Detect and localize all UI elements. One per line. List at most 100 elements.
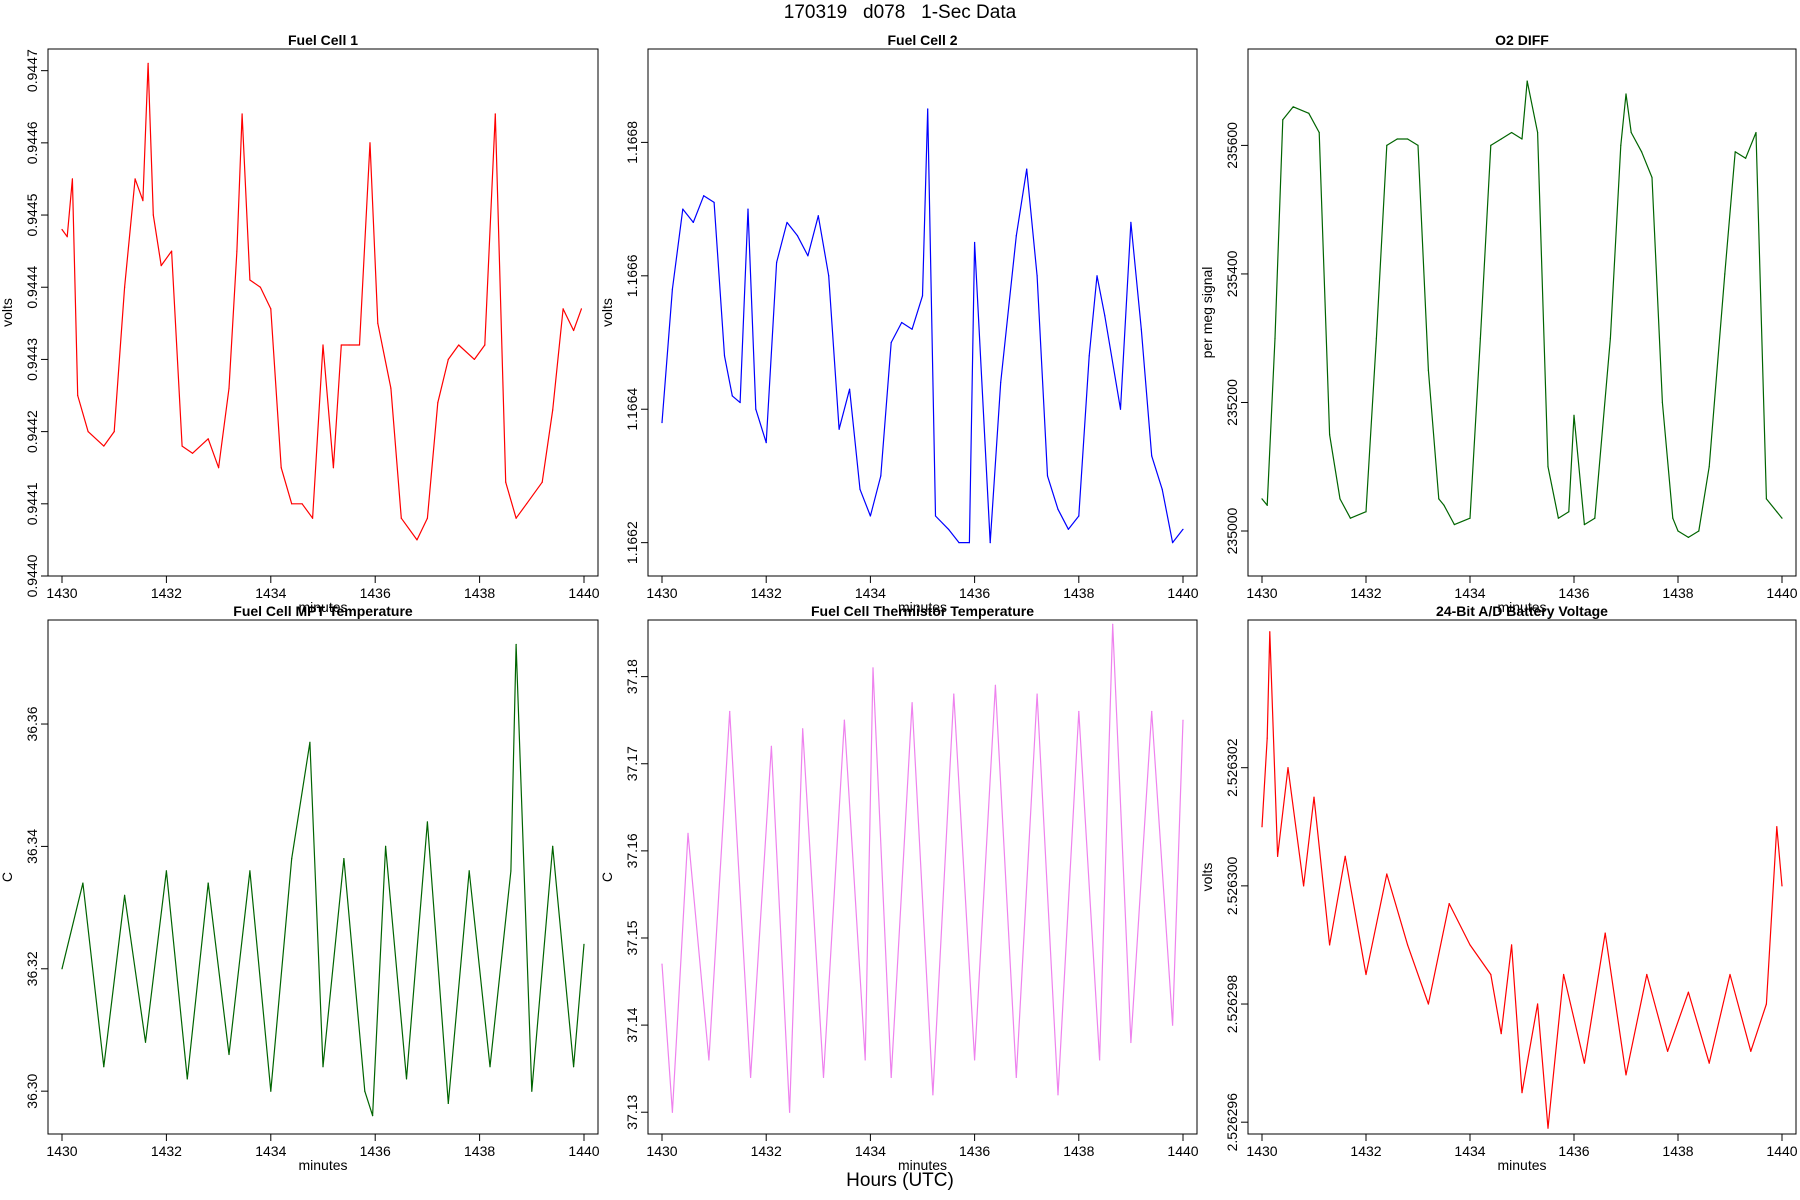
data-point [890,1076,892,1078]
data-point [515,517,517,519]
data-point [1765,1003,1767,1005]
data-point [1724,273,1726,275]
data-point [552,409,554,411]
data-point [932,1094,934,1096]
data-point [309,741,311,743]
data-point [822,1076,825,1078]
y-axis-label: volts [0,298,15,327]
x-tick-label: 1432 [1350,1143,1381,1159]
data-point [921,295,924,297]
data-point [1776,511,1778,513]
data-point [1274,337,1276,339]
data-point [1182,528,1184,530]
series-line [661,623,1184,1113]
x-tick-label: 1440 [1766,1143,1797,1159]
data-point [1313,796,1315,798]
x-tick-label: 1432 [151,585,182,601]
y-tick-label: 0.9444 [24,266,40,309]
y-tick-label: 37.16 [624,833,640,868]
y-tick-label: 1.1668 [624,121,640,164]
x-tick-label: 1440 [568,585,599,601]
x-tick-label: 1434 [855,1143,886,1159]
x-tick-label: 1432 [151,1143,182,1159]
data-point [1573,414,1575,416]
series-line [661,108,1184,544]
page-title: 170319 d078 1-Sec Data [783,2,1017,23]
data-point [541,481,543,483]
data-point [270,1090,272,1092]
x-tick-label: 1438 [1063,585,1094,601]
data-point [484,344,486,346]
data-point [291,503,293,505]
y-axis-label: volts [1199,863,1215,892]
data-point [682,208,684,210]
y-tick-label: 37.17 [624,746,640,781]
data-point [1277,855,1279,857]
data-point [1511,944,1513,946]
x-tick-label: 1430 [1246,585,1277,601]
data-point [1698,530,1700,532]
chart-panel-5: Fuel Cell Thermistor Temperature 1430 1432… [599,603,1199,1173]
data-point [789,1111,791,1113]
data-point [1386,144,1388,147]
x-tick-label: 1436 [959,585,990,601]
data-point [994,684,997,686]
data-point [1453,523,1455,526]
data-point [186,1078,188,1080]
data-point [124,286,126,288]
data-point [1537,131,1539,134]
data-point [848,388,851,390]
data-point [270,308,272,310]
data-point [583,943,585,945]
data-point [165,870,167,872]
y-tick-label: 36.34 [24,829,40,864]
data-point [249,870,251,872]
data-point [1708,466,1710,468]
data-point [1427,1003,1429,1005]
y-tick-label: 2.526298 [1224,975,1240,1034]
data-point [228,387,230,389]
data-point [901,321,903,324]
data-point [1734,151,1736,153]
data-point [1672,517,1674,519]
x-tick-label: 1430 [46,585,77,601]
data-point [1526,80,1528,82]
data-point [147,62,149,65]
data-point [1344,855,1346,857]
data-point [1349,517,1351,519]
data-point [562,308,564,310]
x-tick-label: 1432 [751,1143,782,1159]
data-point [1511,131,1513,134]
data-point [66,236,68,238]
data-point [859,488,861,490]
x-tick-label: 1434 [855,585,886,601]
data-point [71,178,74,180]
data-point [1469,517,1471,519]
data-point [207,438,209,440]
y-tick-label: 0.9441 [24,482,40,525]
data-point [713,201,715,204]
data-point [160,264,162,267]
data-point [1161,488,1163,490]
data-point [1667,1050,1669,1052]
data-point [1641,151,1643,153]
y-tick-label: 36.30 [24,1073,40,1108]
data-point [103,1066,105,1068]
x-tick-label: 1440 [1167,1143,1198,1159]
x-axis-label: minutes [298,599,347,615]
y-axis-label: C [599,872,615,882]
data-point [1677,530,1679,532]
data-point [661,963,663,965]
chart-panel-2: Fuel Cell 2 1430 1432 1434 1436 1438 1440 minut… [599,32,1199,615]
data-point [869,515,872,517]
data-point [191,452,194,454]
data-point [1067,528,1069,530]
data-point [322,344,324,346]
x-tick-label: 1430 [46,1143,77,1159]
x-tick-label: 1430 [1246,1143,1277,1159]
data-point [958,542,960,544]
chart-panel-6: 24-Bit A/D Battery Voltage 1430 1432 1434 14… [1199,603,1798,1173]
data-point [1318,131,1320,134]
chart-title: Fuel Cell Thermistor Temperature [811,603,1034,619]
x-tick-label: 1430 [646,1143,677,1159]
